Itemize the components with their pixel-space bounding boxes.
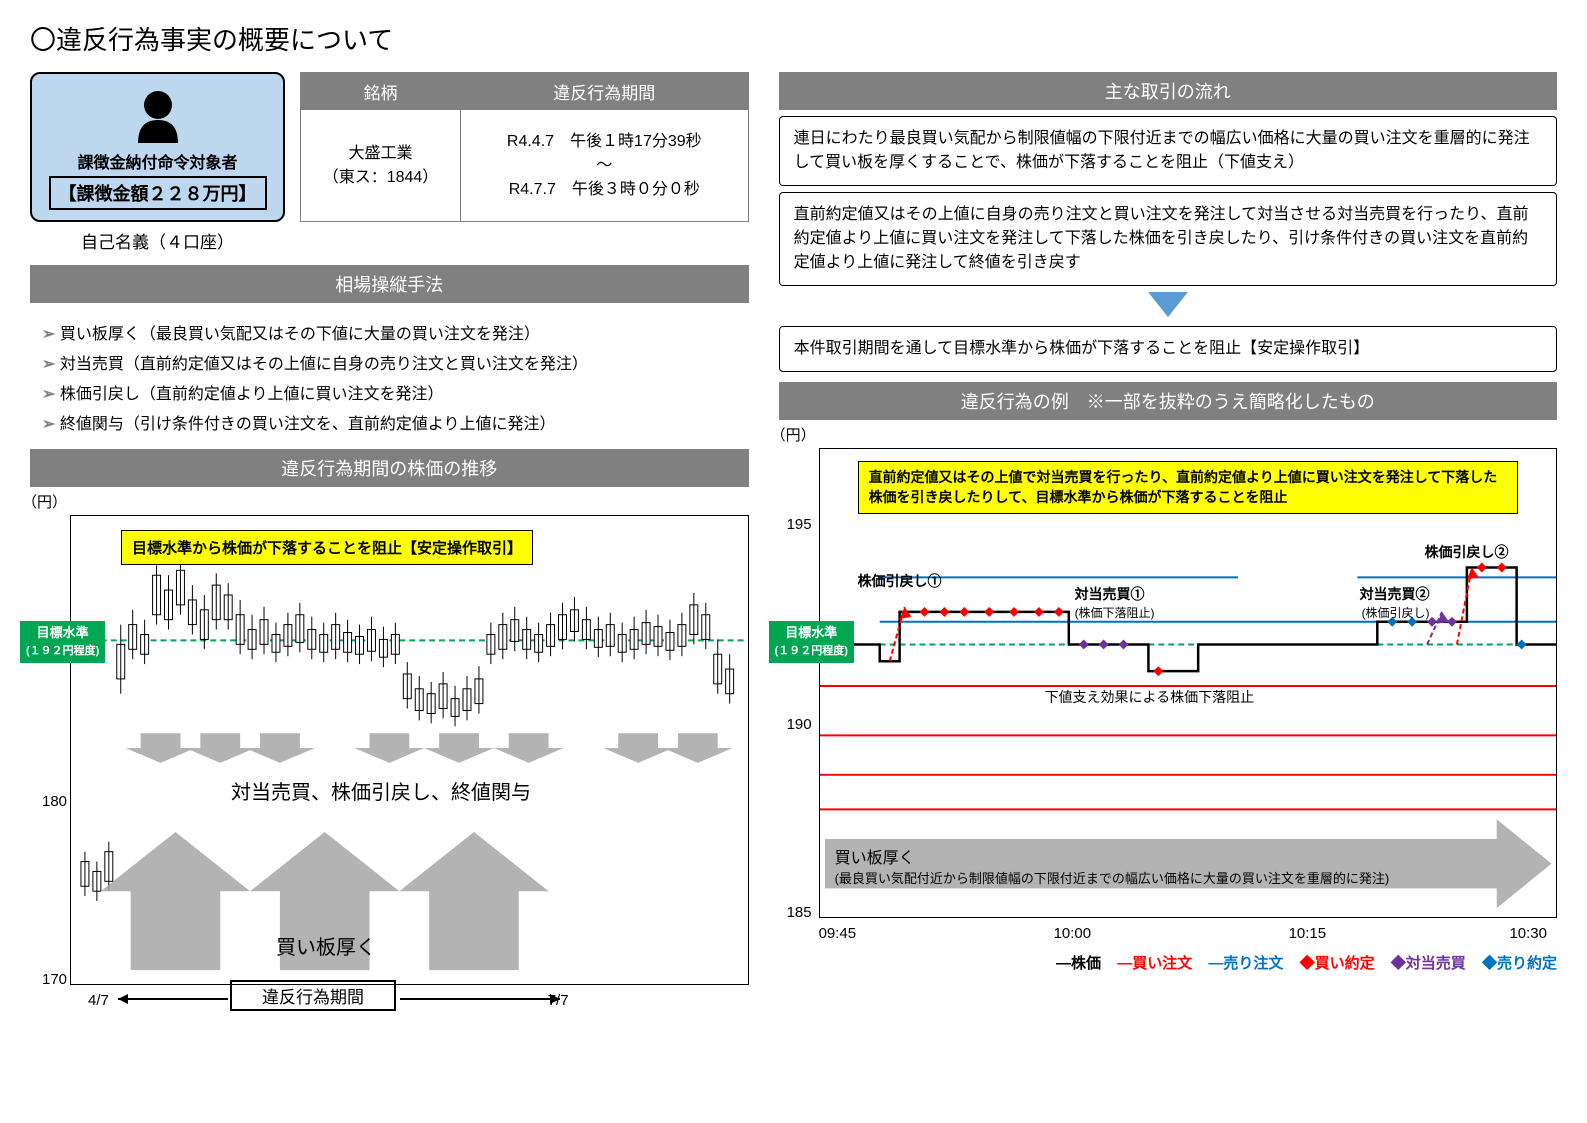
top-row: 課徴金納付命令対象者 【課徴金額２２８万円】 自己名義（４口座） 銘柄 大盛工業… — [30, 72, 749, 253]
person-label: 課徴金納付命令対象者 — [77, 149, 237, 173]
ytick-185: 185 — [787, 904, 812, 921]
xt-3: 10:15 — [1289, 925, 1327, 942]
person-amount: 【課徴金額２２８万円】 — [49, 176, 267, 210]
annot-a1: 株価引戻し① — [858, 571, 942, 591]
gray-text-2: 買い板厚く — [276, 931, 376, 960]
xtick-1: 4/7 — [88, 992, 109, 1009]
flow-box-2: 直前約定値又はその上値に自身の売り注文と買い注文を発注して対当させる対当売買を行… — [779, 192, 1557, 286]
stock-cell: 大盛工業（東ス：1844） — [301, 110, 460, 221]
flow-box-3: 本件取引期間を通して目標水準から株価が下落することを阻止【安定操作取引】 — [779, 326, 1557, 372]
person-card: 課徴金納付命令対象者 【課徴金額２２８万円】 — [30, 72, 285, 222]
gray-text-1: 対当売買、株価引戻し、終値関与 — [231, 776, 531, 805]
flow-header: 主な取引の流れ — [779, 72, 1557, 110]
left-column: 課徴金納付命令対象者 【課徴金額２２８万円】 自己名義（４口座） 銘柄 大盛工業… — [30, 72, 749, 1013]
xt-1: 09:45 — [819, 925, 857, 942]
annot-a3: 下値支え効果による株価下落阻止 — [1045, 687, 1255, 707]
info-h2: 違反行為期間 — [461, 73, 748, 110]
annot-a2: 対当売買①(株価下落阻止) — [1075, 584, 1155, 621]
flow-box-1: 連日にわたり最良買い気配から制限値幅の下限付近までの幅広い価格に大量の買い注文を… — [779, 116, 1557, 186]
y-unit: （円） — [22, 491, 67, 512]
person-sub: 自己名義（４口座） — [30, 228, 285, 253]
banner-text: 買い板厚く(最良買い気配付近から制限値幅の下限付近までの幅広い価格に大量の買い注… — [835, 844, 1390, 888]
annot-a4: 株価引戻し② — [1425, 542, 1509, 562]
method-list: 買い板厚く（最良買い気配又はその下値に大量の買い注文を発注） 対当売買（直前約定… — [30, 309, 749, 449]
ytick-170: 170 — [42, 971, 67, 988]
method-item: 対当売買（直前約定値又はその上値に自身の売り注文と買い注文を発注） — [42, 347, 737, 377]
info-h1: 銘柄 — [301, 73, 460, 110]
chart2-area: （円） 直前約定値又はその上値で対当売買を行ったり、直前約定値より上値に買い注文… — [779, 426, 1557, 946]
ytick-195: 195 — [787, 516, 812, 533]
right-column: 主な取引の流れ 連日にわたり最良買い気配から制限値幅の下限付近までの幅広い価格に… — [779, 72, 1557, 1013]
chart1-header: 違反行為期間の株価の推移 — [30, 449, 749, 487]
chart2-legend: ―株価 ―買い注文 ―売り注文 ◆買い約定 ◆対当売買 ◆売り約定 — [779, 952, 1557, 973]
page-title: 〇違反行為事実の概要について — [30, 20, 1557, 57]
target-label-1: 目標水準(１９２円程度) — [20, 621, 105, 663]
person-icon — [128, 85, 188, 145]
period-label: 違反行為期間 — [230, 980, 396, 1011]
main-content: 課徴金納付命令対象者 【課徴金額２２８万円】 自己名義（４口座） 銘柄 大盛工業… — [30, 72, 1557, 1013]
flow-arrow-icon — [779, 292, 1557, 320]
annot-a5: 対当売買②(株価引戻し) — [1360, 584, 1430, 621]
chart1-area: （円） 目標水準から株価が下落することを阻止【安定操作取引】 — [30, 493, 749, 1013]
xt-2: 10:00 — [1054, 925, 1092, 942]
chart2-header: 違反行為の例 ※一部を抜粋のうえ簡略化したもの — [779, 382, 1557, 420]
methods-header: 相場操縦手法 — [30, 265, 749, 303]
method-item: 買い板厚く（最良買い気配又はその下値に大量の買い注文を発注） — [42, 317, 737, 347]
ytick-180: 180 — [42, 793, 67, 810]
person-block: 課徴金納付命令対象者 【課徴金額２２８万円】 自己名義（４口座） — [30, 72, 285, 253]
method-item: 終値関与（引け条件付きの買い注文を、直前約定値より上値に発注） — [42, 407, 737, 437]
y-unit-2: （円） — [771, 424, 816, 445]
xt-4: 10:30 — [1509, 925, 1547, 942]
chart1-callout: 目標水準から株価が下落することを阻止【安定操作取引】 — [121, 530, 533, 565]
period-cell: R4.4.7 午後１時17分39秒～R4.7.7 午後３時０分０秒 — [461, 110, 748, 221]
target-label-2: 目標水準(１９２円程度) — [769, 621, 854, 663]
info-table: 銘柄 大盛工業（東ス：1844） 違反行為期間 R4.4.7 午後１時17分39… — [300, 72, 749, 222]
method-item: 株価引戻し（直前約定値より上値に買い注文を発注） — [42, 377, 737, 407]
ytick-190b: 190 — [787, 716, 812, 733]
chart2-callout: 直前約定値又はその上値で対当売買を行ったり、直前約定値より上値に買い注文を発注し… — [858, 461, 1518, 514]
